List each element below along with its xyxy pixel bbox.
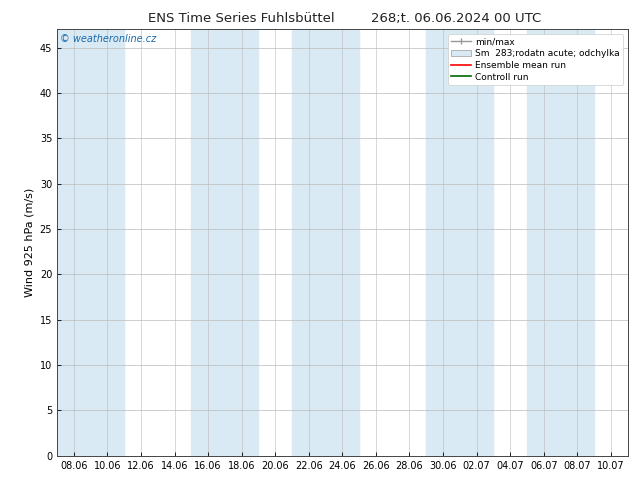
- Text: © weatheronline.cz: © weatheronline.cz: [60, 34, 156, 44]
- Bar: [292, 29, 359, 456]
- Text: ENS Time Series Fuhlsbüttel: ENS Time Series Fuhlsbüttel: [148, 12, 334, 25]
- Bar: [191, 29, 259, 456]
- Legend: min/max, Sm  283;rodatn acute; odchylka, Ensemble mean run, Controll run: min/max, Sm 283;rodatn acute; odchylka, …: [448, 34, 623, 85]
- Text: 268;t. 06.06.2024 00 UTC: 268;t. 06.06.2024 00 UTC: [372, 12, 541, 25]
- Y-axis label: Wind 925 hPa (m/s): Wind 925 hPa (m/s): [24, 188, 34, 297]
- Bar: [426, 29, 493, 456]
- Bar: [57, 29, 124, 456]
- Bar: [527, 29, 594, 456]
